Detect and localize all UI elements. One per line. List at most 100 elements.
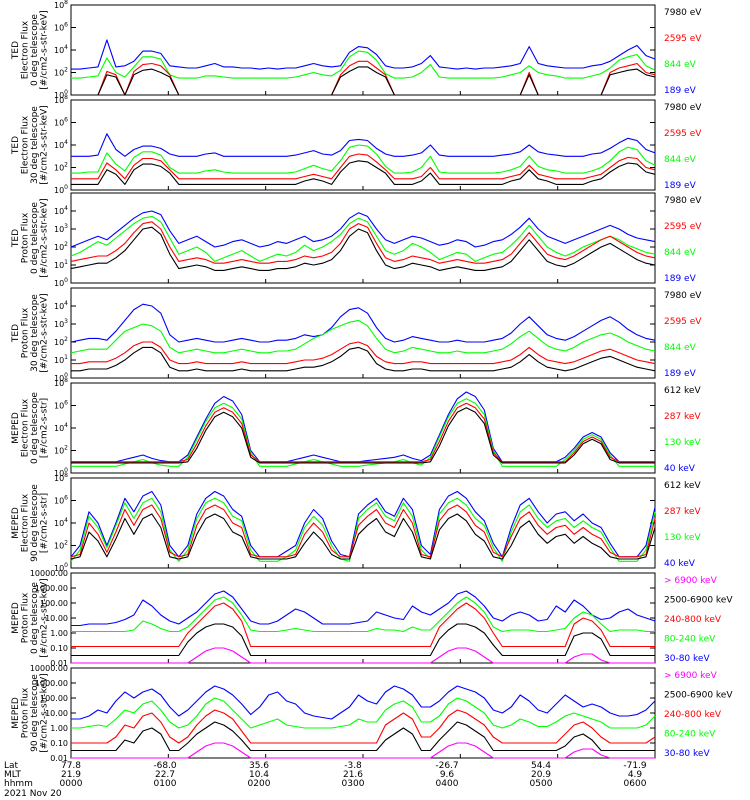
series-line: [71, 144, 656, 174]
series-line: [70, 221, 656, 264]
legend-entry: 30-80 keV: [664, 654, 710, 664]
series-line: [71, 341, 656, 365]
footer-mlt: 20.9: [531, 770, 551, 780]
plot-frame: [70, 477, 656, 569]
y-tick-label: 104: [54, 300, 68, 311]
legend-entry: 844 eV: [664, 155, 697, 165]
series-line: [71, 398, 655, 467]
footer-lat: 35.6: [249, 761, 269, 771]
series-line: [70, 319, 656, 354]
series-line: [70, 215, 656, 262]
legend-entry: 2595 eV: [664, 222, 702, 232]
y-axis-label: TEDElectron Flux30 deg telescope[#/cm2-s…: [11, 105, 50, 184]
series-line: [70, 303, 656, 343]
legend-entry: 240-800 keV: [664, 615, 722, 625]
legend-entry: 7980 eV: [664, 103, 702, 113]
y-tick-label: 103: [54, 318, 68, 329]
panels: 108 106 104 102 100 TEDElectron Flux0 deg tel…: [11, 0, 733, 763]
series-line: [71, 647, 655, 664]
series-line: [71, 602, 655, 648]
y-tick-label: 104: [54, 205, 68, 216]
y-axis-label: TEDProton Flux30 deg telescope[#/cm2-s-s…: [11, 293, 50, 372]
series-line: [71, 160, 656, 185]
series-line: [71, 346, 656, 372]
y-tick-label: 100: [54, 277, 68, 288]
legend-entry: 7980 eV: [664, 8, 702, 18]
series-line: [71, 407, 655, 464]
series-line: [71, 685, 656, 720]
y-tick-label: 100: [54, 562, 68, 573]
legend-entry: 189 eV: [664, 369, 697, 379]
y-tick-label: 106: [54, 495, 68, 506]
series-line: [71, 402, 655, 463]
legend-entry: 30-80 keV: [664, 749, 710, 759]
y-tick-label: 1000.00: [35, 584, 68, 593]
y-tick-label: 102: [54, 336, 68, 347]
y-tick-label: 0.10: [50, 739, 68, 748]
y-tick-label: 104: [54, 517, 68, 528]
legend-entry: 844 eV: [664, 248, 697, 258]
y-tick-label: 108: [54, 94, 68, 105]
footer-mlt: 10.4: [249, 770, 269, 780]
y-tick-label: 1.00: [50, 629, 68, 638]
series-line: [70, 490, 656, 558]
series-line: [70, 226, 656, 271]
legend-entry: 7980 eV: [664, 196, 702, 206]
y-tick-label: 102: [54, 445, 68, 456]
footer-lat: -68.0: [153, 761, 177, 771]
legend-entry: > 6900 keV: [664, 671, 718, 681]
legend-entry: 612 keV: [664, 481, 701, 491]
footer-hhmm: 0500: [530, 779, 553, 789]
footer-mlt: 21.6: [343, 770, 363, 780]
y-tick-label: 108: [54, 377, 68, 388]
y-tick-label: 10.00: [45, 709, 68, 718]
y-tick-label: 101: [54, 259, 68, 270]
footer-lat: -3.8: [344, 761, 362, 771]
series-line: [70, 504, 656, 558]
y-tick-label: 108: [54, 472, 68, 483]
y-tick-label: 102: [54, 540, 68, 551]
chart-panel-7: 10000.00 1000.00 100.00 10.00 1.00 0.10 0.01ME…: [11, 569, 733, 668]
legend-entry: 2595 eV: [664, 129, 702, 139]
footer-label-lat: Lat: [4, 761, 19, 771]
y-axis-label: MEPEDProton Flux0 deg telescope[#/cm2-s-…: [11, 578, 50, 657]
y-tick-label: 0.01: [50, 659, 68, 668]
y-axis-label: TEDProton Flux0 deg telescope[#/cm2-s-st…: [11, 198, 50, 277]
footer-label-hhmm: hhmm: [4, 779, 33, 789]
y-tick-label: 106: [54, 22, 68, 33]
series-line: [70, 497, 656, 562]
footer-lat: 77.8: [61, 761, 81, 771]
footer-label-mlt: MLT: [4, 770, 22, 780]
footer-hhmm: 0000: [60, 779, 83, 789]
footer-hhmm: 0400: [436, 779, 459, 789]
y-tick-label: 1000.00: [35, 679, 68, 688]
footer-mlt: 4.9: [628, 770, 643, 780]
y-tick-label: 1.00: [50, 724, 68, 733]
y-tick-label: 100: [54, 372, 68, 383]
footer-hhmm: 0300: [342, 779, 365, 789]
y-axis-label: MEPEDProton Flux90 deg telescope[#/cm2-s…: [11, 673, 50, 752]
legend-entry: 612 keV: [664, 386, 701, 396]
legend-entry: 2500-6900 keV: [664, 691, 733, 701]
y-tick-label: 10.00: [45, 614, 68, 623]
y-axis-label: TEDElectron Flux0 deg telescope[#/cm2-s-…: [11, 10, 50, 89]
y-tick-label: 100.00: [40, 694, 68, 703]
y-axis-label: MEPEDElectron Flux90 deg telescope[#/cm2…: [11, 484, 50, 562]
legend-entry: 80-240 keV: [664, 730, 716, 740]
footer-lat: -26.7: [435, 761, 458, 771]
legend-entry: 189 eV: [664, 181, 697, 191]
series-line: [71, 50, 656, 79]
y-tick-label: 0.01: [50, 754, 68, 763]
footer-mlt: 22.7: [155, 770, 175, 780]
y-tick-label: 106: [54, 400, 68, 411]
legend-entry: 7980 eV: [664, 291, 702, 301]
footer-hhmm: 0600: [624, 779, 647, 789]
series-line: [71, 391, 655, 463]
series-line: [71, 742, 655, 759]
y-tick-label: 103: [54, 223, 68, 234]
y-tick-label: 10000.00: [30, 569, 68, 578]
footer-hhmm: 0100: [154, 779, 177, 789]
chart-panel-4: 104 103 102 101 100 TEDProton Flux30 deg tele…: [11, 287, 702, 383]
plot-frame: [70, 192, 656, 284]
y-tick-label: 100: [54, 467, 68, 478]
